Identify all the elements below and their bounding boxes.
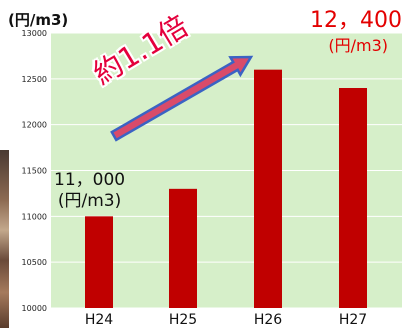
x-tick-label: H24: [85, 312, 113, 328]
trend-arrow-icon: [110, 55, 254, 142]
start-value-annotation: 11，000 (円/m3): [54, 170, 125, 212]
trend-arrow: [110, 55, 254, 142]
x-tick-label: H27: [339, 312, 367, 328]
end-value-annotation: 12，400 (円/m3): [286, 8, 402, 56]
x-tick-label: H25: [169, 312, 197, 328]
bar-h24: [85, 216, 113, 308]
y-axis-unit-label: (円/m3): [8, 11, 69, 29]
end-value-text: 12，400: [310, 8, 402, 33]
start-unit-text: (円/m3): [57, 191, 122, 211]
bars: [85, 69, 367, 309]
x-tick-label: H26: [254, 312, 282, 328]
y-tick-label: 13000: [22, 29, 47, 38]
bar-h26: [254, 69, 282, 309]
y-tick-label: 12500: [22, 75, 47, 84]
y-tick-label: 11000: [22, 212, 47, 221]
y-tick-labels: 10000 10500 11000 11500 12000 12500 13000: [22, 29, 47, 313]
start-value-text: 11，000: [54, 170, 126, 190]
x-tick-labels: H24 H25 H26 H27: [85, 312, 367, 328]
end-unit-text: (円/m3): [328, 36, 388, 55]
y-tick-label: 11500: [22, 167, 47, 176]
photo-edge-strip: [0, 150, 9, 328]
y-tick-label: 10000: [22, 304, 47, 313]
bar-h27: [339, 88, 367, 308]
y-tick-label: 12000: [22, 121, 47, 130]
y-tick-label: 10500: [22, 258, 47, 267]
bar-h25: [169, 188, 197, 308]
